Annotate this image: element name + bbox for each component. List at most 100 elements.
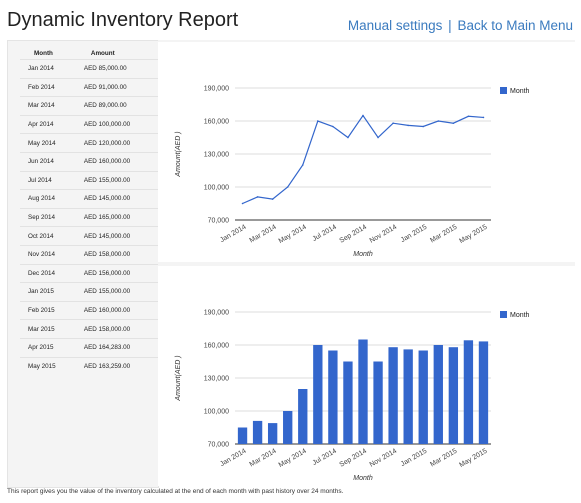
data-point [317, 120, 319, 122]
y-tick-label: 160,000 [204, 119, 229, 126]
data-point [347, 136, 349, 139]
amount-cell: AED 163,259.00 [83, 356, 158, 376]
table-row: Jun 2014 AED 160,000.00 [20, 151, 158, 172]
data-point [332, 125, 334, 128]
x-tick-label: Sep 2014 [339, 224, 369, 245]
month-cell: May 2014 [20, 133, 84, 153]
x-tick-label: Mar 2015 [429, 224, 458, 245]
month-cell: Apr 2015 [20, 337, 84, 357]
back-to-main-menu-link[interactable]: Back to Main Menu [457, 18, 573, 33]
legend-swatch [500, 311, 507, 318]
bar [252, 420, 263, 444]
page-title: Dynamic Inventory Report [7, 9, 239, 31]
data-point [301, 164, 304, 166]
table-row: Nov 2014 AED 158,000.00 [20, 244, 158, 265]
amount-cell: AED 160,000.00 [83, 151, 158, 172]
manual-settings-link[interactable]: Manual settings [347, 18, 443, 33]
month-cell: May 2015 [20, 356, 84, 376]
x-tick-label: Nov 2014 [369, 224, 399, 245]
table-row: Aug 2014 AED 145,000.00 [20, 189, 158, 209]
bar [283, 411, 293, 444]
table-row: Oct 2014 AED 145,000.00 [20, 226, 158, 246]
amount-cell: AED 155,000.00 [83, 282, 158, 302]
x-tick-label: Jul 2014 [311, 448, 338, 467]
bar [463, 340, 474, 444]
data-point [256, 196, 259, 198]
amount-cell: AED 156,000.00 [83, 263, 158, 283]
y-tick-label: 190,000 [204, 310, 229, 317]
amount-cell: AED 158,000.00 [83, 319, 158, 339]
month-cell: Dec 2014 [20, 263, 84, 283]
bar [267, 423, 278, 444]
data-point [362, 114, 364, 117]
table-row: Mar 2015 AED 158,000.00 [20, 319, 158, 339]
bar [388, 347, 398, 444]
data-point [271, 198, 274, 200]
month-cell: Feb 2014 [20, 77, 84, 97]
bar [448, 347, 459, 444]
amount-cell: AED 158,000.00 [83, 244, 158, 265]
bar [433, 345, 443, 444]
table-row: May 2014 AED 120,000.00 [20, 133, 158, 153]
month-cell: Jun 2014 [20, 151, 84, 172]
data-point [241, 202, 244, 205]
top-links: Manual settings | Back to Main Menu [348, 18, 573, 33]
legend-label: Month [510, 312, 530, 319]
x-tick-label: Jan 2015 [400, 224, 429, 245]
line-chart: 70,000 100,000 130,000 160,000 190,000 Amount… [175, 86, 530, 259]
month-cell: Oct 2014 [20, 226, 84, 246]
inventory-table-panel: Month Amount Jan 2014 AED 85,000.00 Feb 20… [7, 40, 159, 488]
y-tick-label: 160,000 [204, 343, 229, 350]
bar-chart: 70,000 100,000 130,000 160,000 190,000 Amount… [175, 310, 530, 483]
bar [328, 350, 338, 444]
month-cell: Mar 2014 [20, 96, 84, 116]
bar [343, 361, 353, 444]
bar [313, 345, 323, 444]
x-tick-label: Jan 2014 [219, 448, 248, 469]
table-row: May 2015 AED 163,259.00 [20, 356, 158, 376]
y-axis-label: Amount(AED ) [175, 355, 182, 401]
x-tick-label: Mar 2014 [249, 448, 278, 469]
x-tick-label: Nov 2014 [369, 448, 399, 469]
x-tick-label: May 2015 [458, 224, 488, 245]
inventory-table: Month Amount Jan 2014 AED 85,000.00 Feb 20… [20, 47, 158, 376]
legend-label: Month [510, 88, 530, 95]
y-tick-label: 130,000 [204, 376, 229, 383]
bar [418, 350, 428, 444]
amount-cell: AED 164,283.00 [83, 337, 158, 357]
table-row: Feb 2015 AED 160,000.00 [20, 300, 158, 320]
month-cell: Sep 2014 [20, 207, 84, 227]
report-description: This report gives you the value of the i… [7, 488, 344, 495]
data-point [377, 136, 379, 139]
table-row: Jul 2014 AED 155,000.00 [20, 170, 158, 190]
month-cell: Mar 2015 [20, 319, 84, 339]
amount-cell: AED 91,000.00 [83, 77, 158, 97]
y-tick-label: 190,000 [204, 86, 229, 93]
month-cell: Jul 2014 [20, 170, 84, 190]
x-tick-label: Mar 2014 [249, 224, 278, 245]
x-tick-label: Jan 2014 [219, 224, 248, 245]
x-tick-label: Jan 2015 [400, 448, 429, 469]
amount-cell: AED 145,000.00 [83, 189, 158, 209]
month-cell: Feb 2015 [20, 300, 84, 320]
x-tick-label: Jul 2014 [311, 224, 338, 243]
x-tick-label: May 2014 [278, 224, 308, 245]
month-cell: Jan 2015 [20, 282, 84, 302]
amount-cell: AED 85,000.00 [83, 59, 158, 79]
column-header-month: Month [34, 49, 53, 57]
link-separator: | [448, 18, 452, 33]
x-tick-label: Sep 2014 [339, 448, 369, 469]
data-point [467, 115, 470, 118]
data-point [437, 120, 440, 122]
bar [373, 361, 383, 444]
table-header-row: Month Amount [20, 47, 158, 60]
x-tick-label: Mar 2015 [429, 448, 458, 469]
data-point [452, 122, 455, 124]
amount-cell: AED 120,000.00 [83, 133, 158, 153]
data-point [286, 186, 289, 188]
bar [298, 389, 308, 444]
table-row: Apr 2014 AED 100,000.00 [20, 114, 158, 134]
table-row: Jan 2015 AED 155,000.00 [20, 282, 158, 302]
x-axis-label: Month [353, 475, 373, 482]
y-tick-label: 70,000 [208, 442, 230, 449]
